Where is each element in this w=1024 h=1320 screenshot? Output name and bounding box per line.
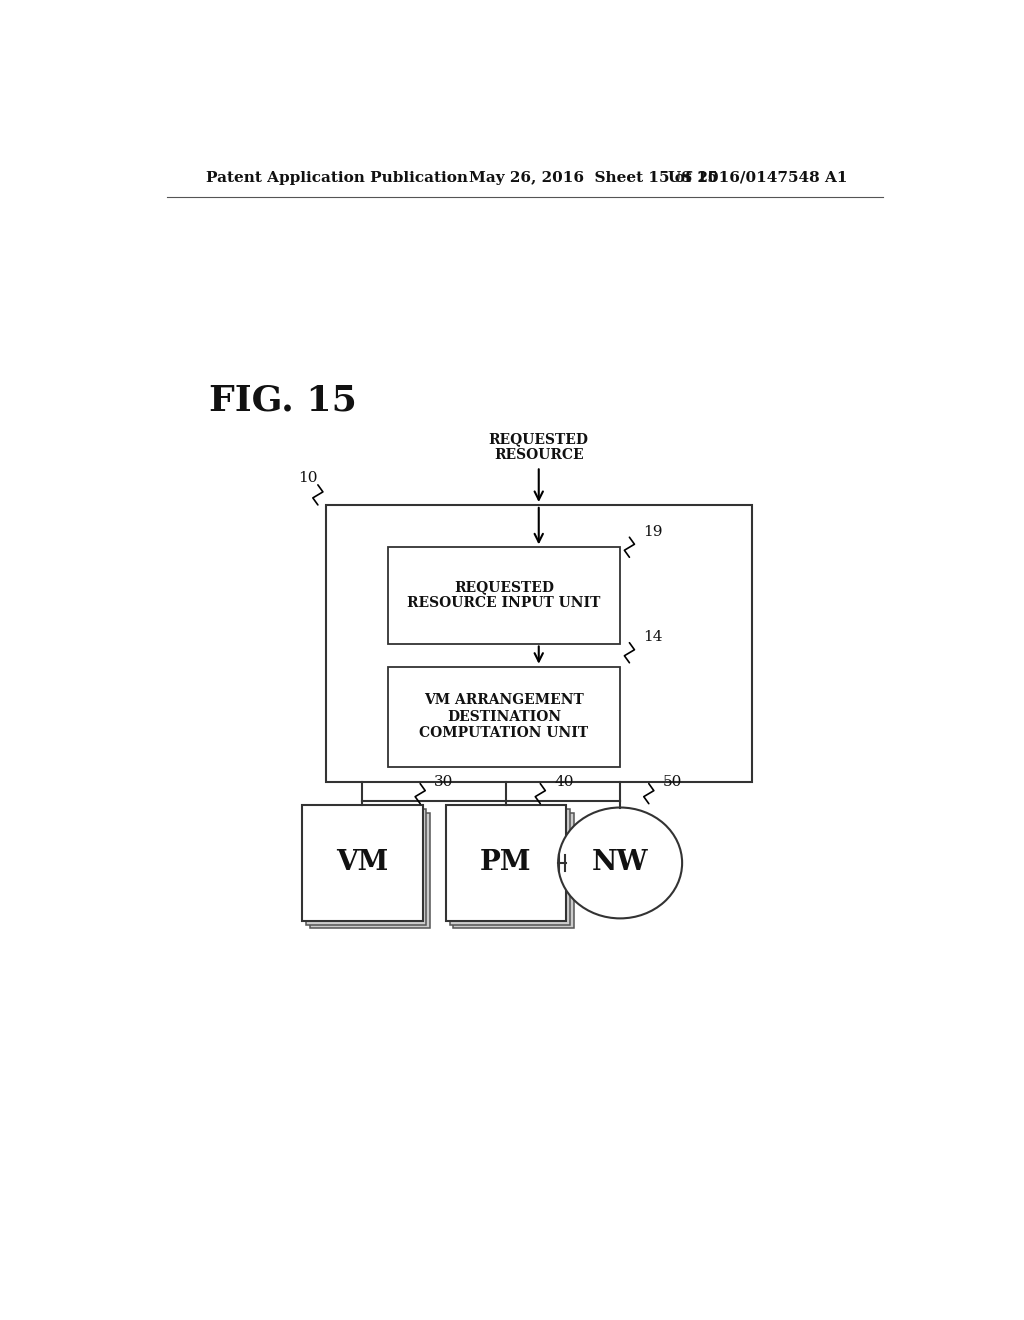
Text: 14: 14: [643, 631, 663, 644]
Ellipse shape: [558, 808, 682, 919]
Text: 50: 50: [663, 775, 682, 789]
Bar: [310, 813, 430, 928]
Text: 19: 19: [643, 525, 663, 539]
Text: US 2016/0147548 A1: US 2016/0147548 A1: [668, 170, 847, 185]
Bar: [388, 548, 621, 644]
Text: 40: 40: [554, 775, 573, 789]
Bar: [454, 813, 573, 928]
Text: FIG. 15: FIG. 15: [209, 384, 357, 418]
Text: VM: VM: [336, 850, 388, 876]
Text: 10: 10: [299, 471, 318, 484]
Bar: [445, 805, 566, 921]
Text: REQUESTED
RESOURCE: REQUESTED RESOURCE: [488, 432, 589, 462]
Text: PM: PM: [480, 850, 531, 876]
Text: REQUESTED
RESOURCE INPUT UNIT: REQUESTED RESOURCE INPUT UNIT: [408, 581, 600, 610]
Bar: [388, 667, 621, 767]
Text: VM ARRANGEMENT
DESTINATION
COMPUTATION UNIT: VM ARRANGEMENT DESTINATION COMPUTATION U…: [419, 693, 589, 739]
Text: 30: 30: [434, 775, 454, 789]
Text: NW: NW: [592, 850, 648, 876]
Bar: [306, 809, 426, 924]
Bar: [326, 506, 752, 781]
Text: Patent Application Publication: Patent Application Publication: [206, 170, 468, 185]
Bar: [302, 805, 423, 921]
Text: May 26, 2016  Sheet 15 of 15: May 26, 2016 Sheet 15 of 15: [469, 170, 718, 185]
Bar: [450, 809, 569, 924]
